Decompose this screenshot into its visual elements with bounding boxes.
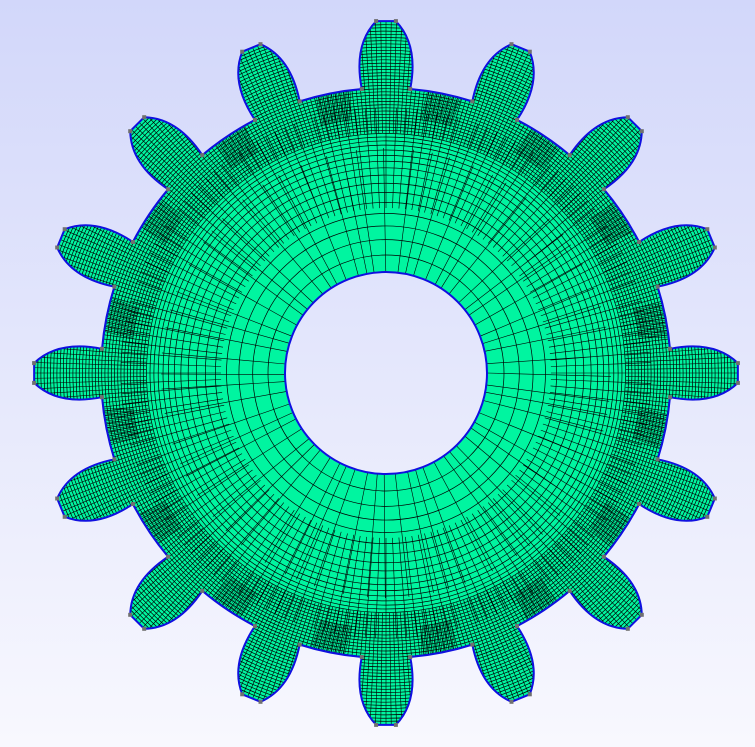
boundary-node	[408, 655, 413, 659]
boundary-node	[625, 626, 630, 631]
boundary-node	[359, 87, 364, 91]
boundary-node	[625, 115, 630, 120]
boundary-node	[668, 395, 672, 400]
boundary-node	[100, 395, 104, 400]
boundary-node	[62, 227, 67, 232]
boundary-node	[200, 153, 205, 158]
boundary-node	[639, 612, 644, 617]
boundary-node	[735, 361, 740, 366]
boundary-node	[527, 49, 532, 54]
boundary-node	[100, 346, 104, 351]
boundary-nodes	[32, 19, 740, 727]
boundary-node	[393, 722, 398, 727]
boundary-node	[62, 514, 67, 519]
boundary-node	[297, 642, 302, 647]
boundary-node	[142, 626, 147, 631]
boundary-node	[515, 117, 519, 122]
boundary-node	[712, 245, 717, 250]
boundary-node	[32, 361, 37, 366]
boundary-node	[509, 699, 514, 704]
boundary-node	[142, 115, 147, 120]
boundary-node	[735, 380, 740, 385]
boundary-node	[408, 87, 413, 91]
boundary-node	[712, 496, 717, 501]
boundary-node	[705, 514, 710, 519]
boundary-node	[515, 624, 519, 629]
boundary-node	[470, 642, 475, 647]
boundary-node	[637, 502, 642, 506]
boundary-node	[374, 19, 379, 24]
boundary-node	[200, 588, 205, 593]
boundary-node	[253, 117, 257, 122]
boundary-node	[509, 42, 514, 47]
boundary-node	[166, 554, 171, 559]
boundary-node	[130, 502, 135, 506]
boundary-node	[112, 457, 117, 462]
boundary-node	[705, 227, 710, 232]
boundary-node	[567, 153, 572, 158]
boundary-node	[297, 99, 302, 104]
boundary-node	[240, 49, 245, 54]
boundary-node	[128, 129, 133, 134]
boundary-node	[567, 588, 572, 593]
boundary-node	[128, 612, 133, 617]
boundary-node	[637, 240, 642, 244]
boundary-node	[374, 722, 379, 727]
boundary-node	[639, 129, 644, 134]
boundary-node	[240, 692, 245, 697]
boundary-node	[130, 240, 135, 244]
boundary-node	[258, 699, 263, 704]
boundary-node	[655, 284, 660, 289]
boundary-node	[601, 554, 606, 559]
boundary-node	[470, 99, 475, 104]
boundary-node	[55, 245, 60, 250]
boundary-node	[112, 284, 117, 289]
boundary-node	[253, 624, 257, 629]
boundary-node	[359, 655, 364, 659]
boundary-node	[258, 42, 263, 47]
boundary-node	[393, 19, 398, 24]
boundary-node	[166, 187, 171, 192]
boundary-node	[32, 380, 37, 385]
boundary-node	[601, 187, 606, 192]
boundary-node	[55, 496, 60, 501]
boundary-node	[668, 346, 672, 351]
boundary-node	[527, 692, 532, 697]
boundary-node	[655, 457, 660, 462]
